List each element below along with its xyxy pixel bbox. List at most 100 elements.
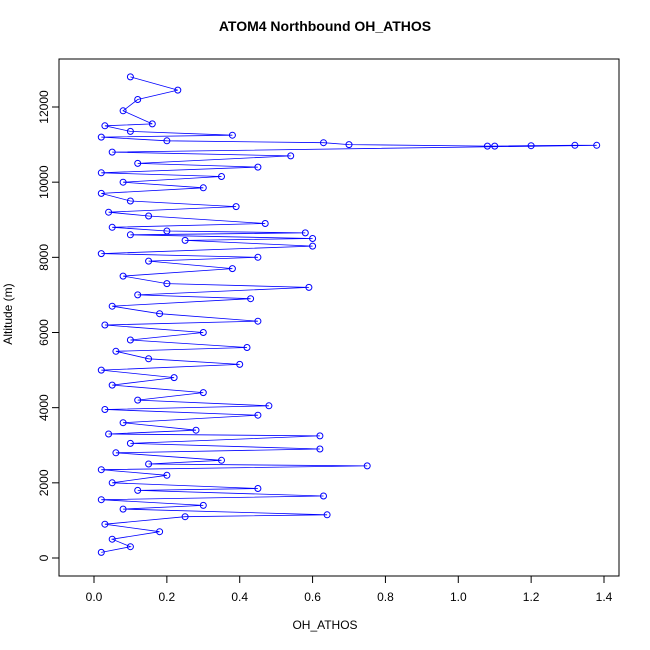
y-axis: 0 2000 4000 6000 8000 10000 12000: [37, 90, 60, 561]
y-tick-label: 6000: [37, 319, 51, 346]
data-point: [105, 208, 113, 216]
data-point: [97, 366, 105, 374]
data-point: [323, 511, 331, 519]
data-point: [97, 466, 105, 474]
data-point: [163, 471, 171, 479]
data-point: [254, 485, 262, 492]
data-point: [170, 374, 178, 382]
data-point: [309, 235, 317, 242]
data-point: [101, 122, 109, 130]
data-point: [148, 120, 156, 128]
data-point: [163, 137, 171, 145]
data-point: [254, 317, 262, 325]
data-point: [199, 329, 207, 336]
x-axis-label: OH_ATHOS: [292, 618, 358, 632]
data-point: [491, 142, 499, 150]
y-tick-label: 0: [37, 554, 51, 561]
data-point: [309, 242, 317, 250]
data-point: [97, 189, 105, 197]
data-point: [97, 548, 105, 556]
data-point: [119, 419, 127, 427]
data-point: [119, 505, 127, 513]
data-point: [593, 141, 601, 149]
y-tick-label: 10000: [37, 165, 51, 199]
data-point: [232, 203, 240, 211]
x-tick-label: 0.8: [377, 590, 394, 604]
data-point: [126, 336, 134, 344]
data-point: [320, 492, 327, 500]
y-tick-label: 2000: [37, 469, 51, 496]
data-point: [228, 131, 236, 139]
data-point: [112, 449, 120, 457]
data-point: [199, 184, 207, 192]
data-point: [199, 389, 207, 397]
data-point: [97, 133, 105, 141]
data-point: [112, 347, 120, 355]
data-point: [192, 426, 200, 434]
data-point: [126, 127, 134, 135]
data-point: [527, 142, 535, 150]
data-point: [119, 272, 127, 280]
data-point: [181, 513, 189, 521]
data-point: [108, 302, 116, 310]
data-point: [108, 148, 116, 156]
x-tick-label: 1.0: [450, 590, 467, 604]
data-point: [126, 197, 134, 205]
data-point: [181, 236, 189, 244]
chart-title: ATOM4 Northbound OH_ATHOS: [218, 18, 432, 34]
x-tick-label: 1.4: [596, 590, 613, 604]
data-point: [126, 439, 134, 447]
y-tick-label: 4000: [37, 394, 51, 421]
data-point: [228, 265, 236, 273]
y-tick-label: 8000: [37, 244, 51, 271]
data-point: [218, 456, 225, 464]
data-point: [320, 139, 327, 147]
data-point: [134, 291, 142, 299]
series-layer: [97, 73, 601, 556]
x-tick-label: 0.4: [231, 590, 248, 604]
data-point: [101, 520, 109, 528]
data-point: [287, 152, 295, 160]
data-point: [101, 321, 109, 329]
data-point: [265, 402, 273, 410]
data-point: [119, 107, 127, 115]
data-point: [243, 344, 251, 351]
data-point: [236, 360, 244, 368]
data-point: [126, 231, 134, 239]
data-point: [305, 283, 313, 291]
data-point: [108, 223, 116, 231]
data-point: [163, 227, 171, 235]
data-point: [97, 250, 105, 258]
data-point: [156, 528, 164, 536]
data-point: [134, 396, 142, 404]
data-point: [108, 381, 116, 389]
data-point: [218, 173, 225, 180]
x-tick-label: 0.6: [304, 590, 321, 604]
data-point: [363, 462, 371, 470]
data-point: [134, 159, 142, 167]
data-point: [254, 411, 262, 419]
data-point: [174, 86, 182, 94]
data-point: [247, 295, 255, 303]
data-point: [316, 445, 324, 453]
data-point: [134, 96, 142, 103]
data-point: [163, 280, 171, 288]
data-point: [316, 432, 324, 440]
data-point: [145, 257, 153, 265]
x-tick-label: 0.2: [159, 590, 176, 604]
data-point: [134, 486, 142, 494]
data-point: [254, 253, 262, 261]
data-point: [126, 543, 134, 551]
data-point: [97, 496, 105, 504]
data-point: [145, 355, 153, 363]
x-axis: 0.0 0.2 0.4 0.6 0.8 1.0 1.2 1.4: [86, 575, 613, 604]
x-tick-label: 0.0: [86, 590, 103, 604]
x-tick-label: 1.2: [523, 590, 540, 604]
data-point: [105, 430, 113, 438]
data-point: [483, 142, 491, 150]
data-point: [145, 460, 153, 468]
data-point: [119, 178, 127, 186]
data-point: [145, 212, 153, 220]
